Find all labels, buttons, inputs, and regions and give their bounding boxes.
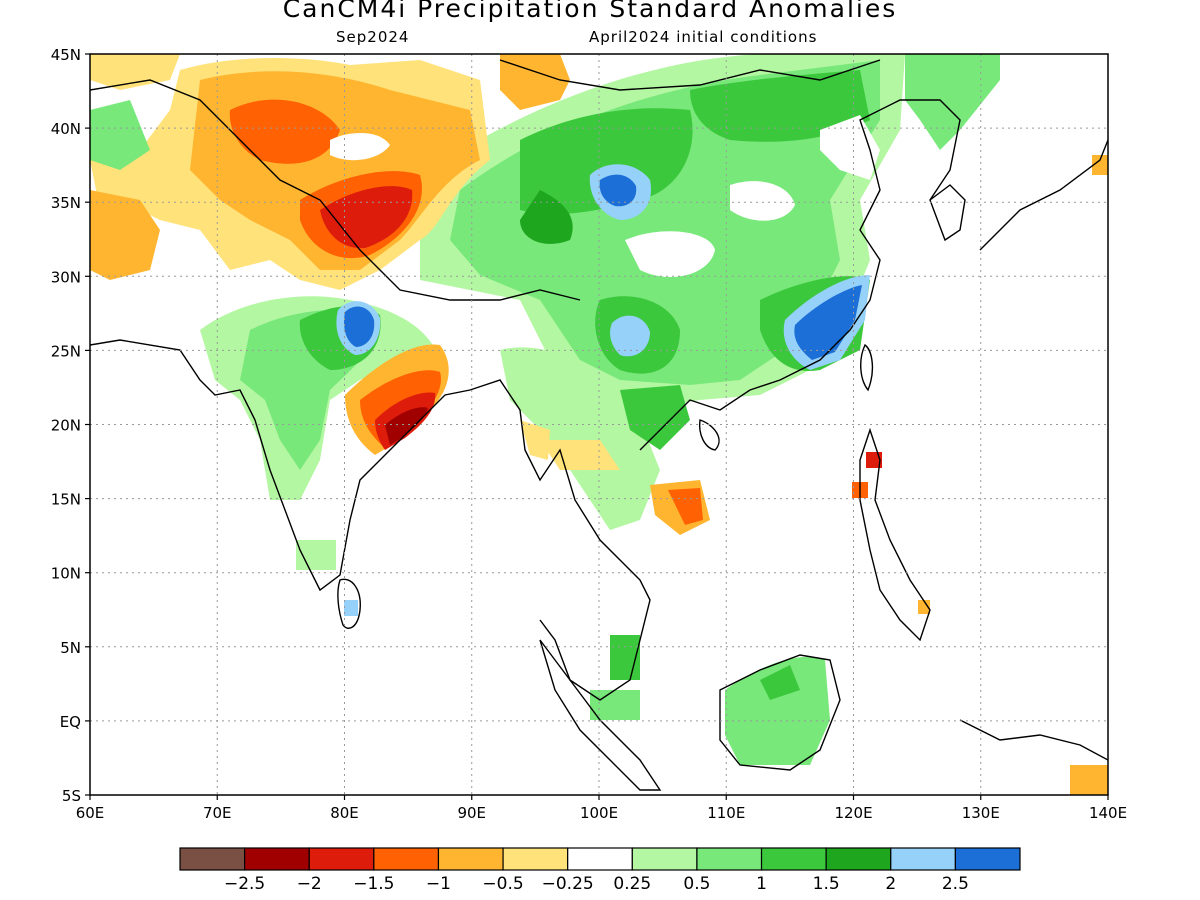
kashmir-red bbox=[320, 186, 413, 249]
lon-tick-label: 140E bbox=[1089, 804, 1127, 822]
lon-tick-label: 60E bbox=[76, 804, 105, 822]
colorbar-label: 2.5 bbox=[942, 874, 969, 894]
tibet-blue-center bbox=[599, 174, 637, 207]
colorbar-label: 0.25 bbox=[613, 874, 651, 894]
sichuan-white bbox=[625, 231, 715, 278]
sri-lanka-outline bbox=[337, 578, 361, 629]
nepal-blue-center bbox=[344, 306, 375, 347]
southeast-china-blue bbox=[794, 285, 862, 360]
laos-green bbox=[620, 385, 690, 450]
afghanistan-dark-orange bbox=[229, 99, 340, 164]
lat-tick-label: 40N bbox=[51, 120, 81, 138]
lat-tick-label: EQ bbox=[60, 713, 81, 731]
lon-tick-label: 100E bbox=[580, 804, 618, 822]
central-china-white bbox=[730, 181, 795, 221]
longitude-labels: 60E 70E 80E 90E 100E 110E 120E 130E 140E bbox=[76, 795, 1127, 822]
lat-tick-label: 45N bbox=[51, 46, 81, 64]
colorbar-label: −0.5 bbox=[482, 874, 523, 894]
lat-tick-label: 15N bbox=[51, 491, 81, 509]
northeast-china-green bbox=[905, 54, 1000, 150]
sumatra-green bbox=[590, 690, 640, 720]
lat-tick-label: 30N bbox=[51, 268, 81, 286]
chart-title: CanCM4i Precipitation Standard Anomalies bbox=[282, 0, 898, 23]
sri-lanka-light-blue bbox=[344, 600, 358, 616]
borneo-outline bbox=[719, 654, 841, 771]
colorbar-label: −2 bbox=[297, 874, 322, 894]
lon-tick-label: 130E bbox=[962, 804, 1000, 822]
lat-tick-label: 5S bbox=[62, 787, 81, 805]
mindanao-orange bbox=[918, 600, 930, 614]
colorbar-swatch bbox=[244, 847, 310, 871]
latitude-labels: 45N 40N 35N 30N 25N 20N 15N 10N 5N EQ 5S bbox=[51, 46, 90, 805]
colorbar-label: 2 bbox=[885, 874, 896, 894]
colorbar-label: 1.5 bbox=[813, 874, 840, 894]
south-asia-coast bbox=[90, 339, 651, 701]
init-conditions-label: April2024 initial conditions bbox=[589, 28, 818, 46]
colorbar-swatch bbox=[760, 847, 827, 871]
lat-tick-label: 5N bbox=[60, 639, 81, 657]
mongolia-border bbox=[499, 59, 881, 91]
philippines-outline bbox=[859, 427, 931, 642]
hainan-outline bbox=[698, 419, 720, 451]
colorbar-label: 0.5 bbox=[683, 874, 710, 894]
lat-tick-label: 35N bbox=[51, 194, 81, 212]
cambodia-dark-orange bbox=[668, 488, 703, 525]
bangladesh-yellow bbox=[520, 420, 550, 460]
lon-tick-label: 110E bbox=[707, 804, 745, 822]
coastlines bbox=[90, 59, 1108, 791]
colorbar-swatch bbox=[696, 847, 763, 871]
colorbar-swatch bbox=[179, 847, 246, 871]
colorbar-swatch bbox=[825, 847, 892, 871]
lon-tick-label: 90E bbox=[457, 804, 486, 822]
colorbar-label: −0.25 bbox=[542, 874, 594, 894]
lat-tick-label: 20N bbox=[51, 417, 81, 435]
colorbar-label: 1 bbox=[756, 874, 767, 894]
colorbar-swatch bbox=[373, 847, 440, 871]
iran-orange bbox=[90, 190, 160, 280]
himalaya-border bbox=[90, 79, 581, 301]
yunnan-light-blue bbox=[610, 315, 650, 357]
new-guinea-orange bbox=[1070, 765, 1108, 795]
east-india-dark-red bbox=[385, 407, 428, 445]
lon-tick-label: 80E bbox=[330, 804, 359, 822]
colorbar-swatch bbox=[631, 847, 698, 871]
borneo-light bbox=[725, 656, 830, 765]
lon-tick-label: 70E bbox=[203, 804, 232, 822]
colorbar-labels: −2.5 −2 −1.5 −1 −0.5 −0.25 0.25 0.5 1 1.5 2 2.5 bbox=[224, 874, 969, 894]
graticule bbox=[90, 54, 1108, 795]
borneo-green-core bbox=[760, 665, 800, 700]
japan-orange bbox=[1092, 155, 1108, 175]
colorbar-swatch bbox=[502, 847, 569, 871]
colorbar-label: −2.5 bbox=[224, 874, 265, 894]
tibet-dark-green bbox=[520, 190, 573, 244]
korea-outline bbox=[929, 184, 966, 242]
colorbar-label: −1 bbox=[426, 874, 451, 894]
north-china-plain-white bbox=[820, 115, 880, 180]
colorbar-swatch bbox=[437, 847, 504, 871]
colorbar-label: −1.5 bbox=[353, 874, 394, 894]
colorbar-swatch bbox=[308, 847, 375, 871]
indochina-light-green bbox=[500, 347, 660, 530]
myanmar-yellow bbox=[540, 440, 620, 470]
lon-tick-label: 120E bbox=[834, 804, 872, 822]
valid-month-label: Sep2024 bbox=[336, 28, 410, 46]
east-asia-coast bbox=[639, 99, 961, 451]
colorbar-swatch bbox=[890, 847, 956, 871]
colorbar-swatch bbox=[954, 847, 1021, 871]
lat-tick-label: 10N bbox=[51, 565, 81, 583]
kazakhstan-yellow bbox=[90, 54, 180, 90]
taiwan-outline bbox=[860, 343, 874, 392]
japan-outline bbox=[979, 139, 1108, 251]
sumatra-outline bbox=[539, 639, 662, 791]
colorbar-swatch bbox=[567, 847, 633, 871]
new-guinea-outline bbox=[959, 719, 1108, 761]
colorbar bbox=[179, 847, 1021, 871]
north-china-green-core bbox=[690, 70, 870, 142]
lat-tick-label: 25N bbox=[51, 342, 81, 360]
caspian-green bbox=[90, 100, 150, 170]
mongolia-west-orange bbox=[500, 54, 570, 110]
